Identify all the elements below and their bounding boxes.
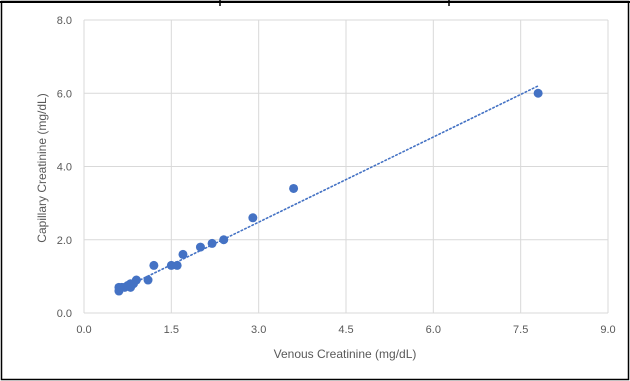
y-tick-label: 0.0 <box>57 308 72 320</box>
trendline-group <box>118 85 539 292</box>
data-point <box>143 275 153 285</box>
data-point <box>533 88 543 98</box>
x-tick-label: 3.0 <box>251 324 266 336</box>
x-tick-label: 9.0 <box>600 324 615 336</box>
tick-labels: 0.0 1.5 3.0 4.5 6.0 7.5 9.0 0.0 2.0 4.0 6.0 8.0 <box>57 15 616 336</box>
x-tick-label: 4.5 <box>338 324 353 336</box>
data-point <box>219 235 229 245</box>
x-axis-title: Venous Creatinine (mg/dL) <box>274 347 417 361</box>
data-point <box>207 238 217 248</box>
x-tick-label: 1.5 <box>164 324 179 336</box>
gridlines <box>83 19 609 314</box>
x-tick-label: 6.0 <box>426 324 441 336</box>
data-point <box>248 213 258 223</box>
y-axis-title: Capillary Creatinine (mg/dL) <box>35 93 49 242</box>
y-tick-label: 8.0 <box>57 15 72 27</box>
data-point <box>195 242 205 252</box>
data-point <box>289 183 299 193</box>
y-tick-label: 6.0 <box>57 88 72 100</box>
y-tick-label: 2.0 <box>57 235 72 247</box>
data-points <box>114 88 543 296</box>
x-tick-label: 7.5 <box>513 324 528 336</box>
data-point <box>178 249 188 259</box>
x-tick-label: 0.0 <box>76 324 91 336</box>
data-point <box>149 260 159 270</box>
data-point <box>172 260 182 270</box>
trendline <box>118 85 539 292</box>
y-tick-label: 4.0 <box>57 162 72 174</box>
data-point <box>131 275 141 285</box>
